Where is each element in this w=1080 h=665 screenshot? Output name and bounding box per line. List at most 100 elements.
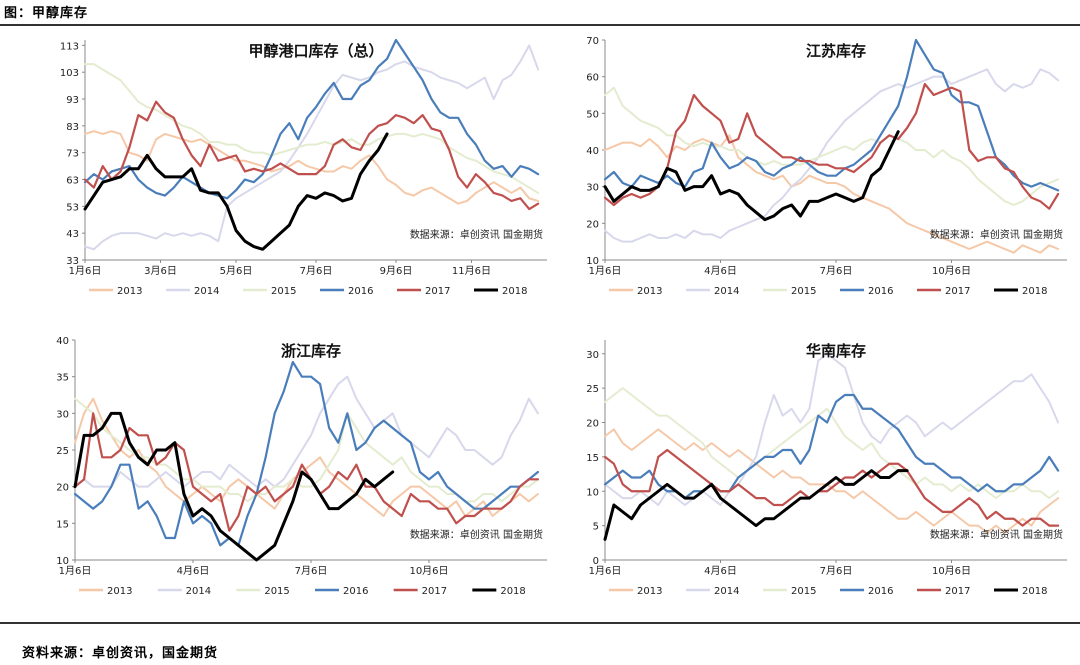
legend-label-2014: 2014 <box>194 286 219 297</box>
series-line-2016 <box>73 360 540 547</box>
y-tick-label: 20 <box>56 483 69 494</box>
chart-svg: 10 15 20 25 30 35 40 1月6日 4月6日 7月6日 10月6日 浙江库存数据来源：… <box>56 336 547 597</box>
x-tick-label: 9月6日 <box>380 265 413 277</box>
y-tick-label: 93 <box>66 95 79 106</box>
bottom-divider <box>0 622 1080 624</box>
y-tick-label: 63 <box>66 176 79 187</box>
chart-title: 华南库存 <box>806 342 866 360</box>
legend-label-2016: 2016 <box>868 286 893 297</box>
y-tick-label: 30 <box>586 183 599 194</box>
x-tick-label: 4月6日 <box>177 565 210 577</box>
x-tick-label: 5月6日 <box>220 265 253 277</box>
y-tick-label: 53 <box>66 202 79 213</box>
y-tick-label: 35 <box>56 373 69 384</box>
legend-label-2013: 2013 <box>637 586 662 597</box>
series-line-2018 <box>73 411 395 562</box>
series-line-2016 <box>603 38 1060 192</box>
legend-label-2014: 2014 <box>186 586 211 597</box>
y-tick-label: 15 <box>56 519 69 530</box>
series-line-2018 <box>83 132 389 251</box>
y-tick-label: 25 <box>586 384 599 395</box>
series-line-2017 <box>603 82 1060 210</box>
x-tick-label: 4月6日 <box>704 265 737 277</box>
x-tick-label: 7月6日 <box>820 565 853 577</box>
series-line-2014 <box>84 44 540 251</box>
x-tick-label: 1月6日 <box>59 565 92 577</box>
legend-label-2015: 2015 <box>271 286 296 297</box>
legend-label-2015: 2015 <box>791 586 816 597</box>
x-tick-label: 1月6日 <box>69 265 102 277</box>
y-tick-label: 25 <box>56 446 69 457</box>
x-tick-label: 1月6日 <box>589 265 622 277</box>
legend-label-2018: 2018 <box>502 286 527 297</box>
legend-label-2018: 2018 <box>500 586 525 597</box>
x-tick-label: 4月6日 <box>704 565 737 577</box>
x-tick-label: 11月6日 <box>452 265 491 277</box>
y-tick-label: 113 <box>60 41 79 52</box>
legend-label-2017: 2017 <box>425 286 450 297</box>
series-line-2015 <box>604 86 1060 206</box>
legend-label-2013: 2013 <box>637 286 662 297</box>
y-tick-label: 10 <box>586 487 599 498</box>
y-tick-label: 103 <box>60 68 79 79</box>
x-tick-label: 10月6日 <box>932 565 971 577</box>
series-line-2013 <box>84 130 540 205</box>
chart-jiangsu: 10 20 30 40 50 60 70 1月6日 4月6日 7月6日 10月6日 江苏库存 数据来源：… <box>570 30 1075 310</box>
legend-label-2015: 2015 <box>264 586 289 597</box>
legend-label-2016: 2016 <box>868 586 893 597</box>
figure-title: 图：甲醇库存 <box>4 6 89 21</box>
series-line-2018 <box>603 130 900 222</box>
legend-label-2018: 2018 <box>1022 586 1047 597</box>
footer-source: 资料来源：卓创资讯，国金期货 <box>22 646 219 661</box>
y-tick-label: 20 <box>586 219 599 230</box>
y-tick-label: 40 <box>56 336 69 347</box>
x-tick-label: 7月6日 <box>820 265 853 277</box>
y-tick-label: 70 <box>586 36 599 47</box>
y-tick-label: 50 <box>586 109 599 120</box>
y-tick-label: 60 <box>586 73 599 84</box>
chart-zhejiang: 10 15 20 25 30 35 40 1月6日 4月6日 7月6日 10月6日 浙江库存 数据来源：… <box>40 330 555 610</box>
legend-label-2013: 2013 <box>107 586 132 597</box>
y-tick-label: 83 <box>66 122 79 133</box>
y-tick-label: 5 <box>593 522 599 533</box>
x-tick-label: 10月6日 <box>932 265 971 277</box>
chart-source-note: 数据来源：卓创资讯 国金期货 <box>930 528 1063 541</box>
x-tick-label: 10月6日 <box>409 565 448 577</box>
series-line-2014 <box>604 68 1060 243</box>
y-tick-label: 20 <box>586 419 599 430</box>
legend-label-2017: 2017 <box>945 286 970 297</box>
series-line-2016 <box>83 38 540 200</box>
chart-title: 浙江库存 <box>281 342 341 360</box>
y-tick-label: 30 <box>56 409 69 420</box>
y-tick-label: 15 <box>586 453 599 464</box>
x-tick-label: 1月6日 <box>589 565 622 577</box>
legend-label-2017: 2017 <box>422 586 447 597</box>
legend-label-2014: 2014 <box>714 586 739 597</box>
y-tick-label: 30 <box>586 350 599 361</box>
chart-svg: 33 43 53 63 73 83 93 103 113 1月6日 3月6日 5月6日 7月6日 9月6日… <box>60 38 547 297</box>
series-line-2018 <box>603 469 909 541</box>
chart-svg: 0 5 10 15 20 25 30 1月6日 4月6日 7月6日 10月6日 华南库存数据来源：卓创… <box>586 340 1067 597</box>
legend-label-2013: 2013 <box>117 286 142 297</box>
x-tick-label: 7月6日 <box>295 565 328 577</box>
chart-source-note: 数据来源：卓创资讯 国金期货 <box>410 528 543 541</box>
chart-port-total: 33 43 53 63 73 83 93 103 113 1月6日 3月6日 5月6日 7月6日 9月6日… <box>50 30 555 310</box>
chart-south-china: 0 5 10 15 20 25 30 1月6日 4月6日 7月6日 10月6日 华南库存 数据来源：卓创… <box>570 330 1075 610</box>
series-line-2017 <box>603 448 1060 527</box>
legend-label-2018: 2018 <box>1022 286 1047 297</box>
chart-svg: 10 20 30 40 50 60 70 1月6日 4月6日 7月6日 10月6日 江苏库存数据来源：… <box>586 36 1067 297</box>
series-line-2014 <box>74 375 539 488</box>
series-line-2015 <box>84 63 540 194</box>
chart-source-note: 数据来源：卓创资讯 国金期货 <box>930 228 1063 241</box>
series-line-2017 <box>73 412 540 532</box>
legend-label-2016: 2016 <box>343 586 368 597</box>
legend-label-2017: 2017 <box>945 586 970 597</box>
series-line-2013 <box>74 397 539 517</box>
legend-label-2014: 2014 <box>714 286 739 297</box>
legend-label-2015: 2015 <box>791 286 816 297</box>
y-tick-label: 10 <box>586 256 599 267</box>
top-divider <box>0 24 1080 26</box>
y-tick-label: 73 <box>66 149 79 160</box>
chart-title: 甲醇港口库存（总） <box>248 42 383 60</box>
chart-title: 江苏库存 <box>806 42 866 60</box>
